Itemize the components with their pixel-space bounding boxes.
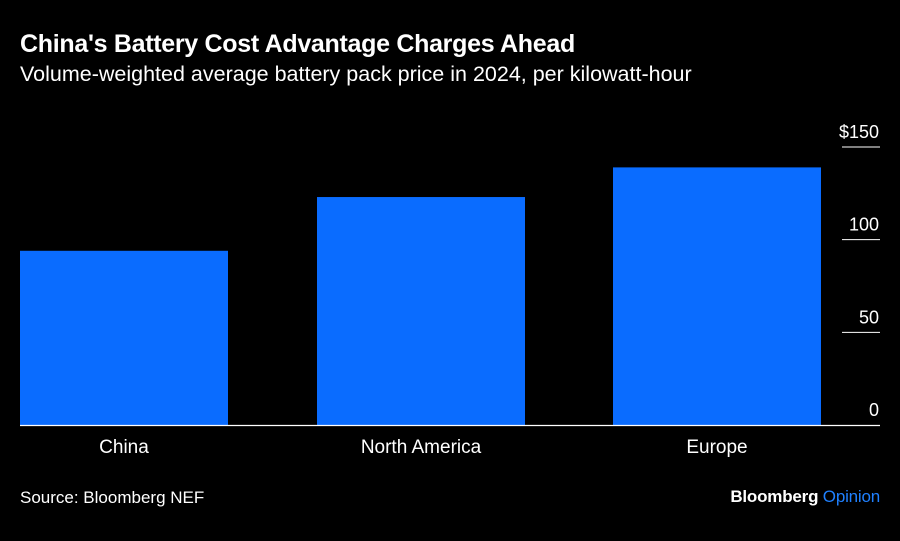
bar (20, 250, 228, 425)
brand-section: Opinion (822, 487, 880, 506)
chart-subtitle: Volume-weighted average battery pack pri… (20, 62, 692, 86)
bar (613, 167, 821, 426)
y-tick-label: 100 (849, 215, 879, 235)
x-tick-label: North America (361, 437, 482, 458)
brand-name: Bloomberg (730, 487, 819, 506)
x-tick-label: Europe (686, 437, 747, 458)
y-tick-label: 0 (869, 400, 879, 420)
source-note: Source: Bloomberg NEF (20, 488, 205, 507)
x-tick-label: China (99, 437, 149, 458)
y-tick-label: 50 (859, 307, 879, 327)
brand-logo: Bloomberg Opinion (730, 487, 880, 507)
bar (317, 197, 525, 425)
y-tick-label: $150 (839, 122, 879, 142)
chart-title: China's Battery Cost Advantage Charges A… (20, 30, 575, 58)
